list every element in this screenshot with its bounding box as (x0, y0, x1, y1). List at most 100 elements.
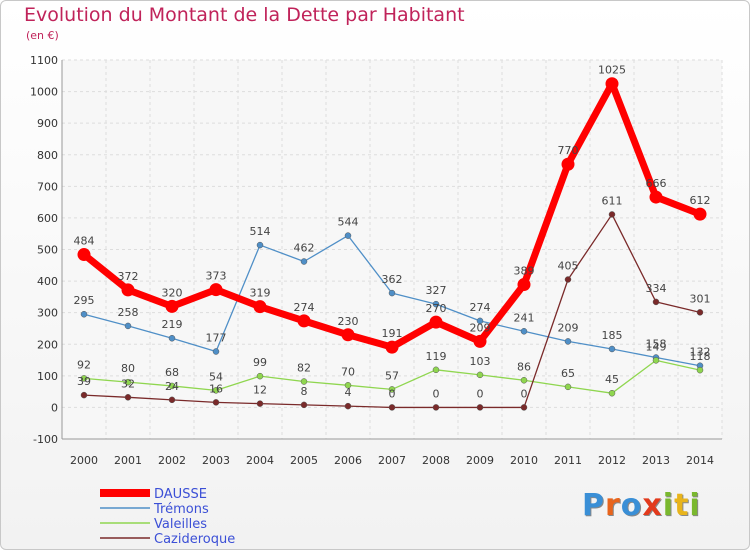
data-label: 149 (646, 340, 667, 353)
logo-letter: t (674, 488, 690, 523)
x-tick-label: 2014 (686, 454, 714, 467)
data-label: 372 (118, 270, 139, 283)
data-label: 373 (206, 270, 227, 283)
data-point (168, 334, 176, 342)
y-tick-label: 800 (37, 149, 58, 162)
x-tick-label: 2003 (202, 454, 230, 467)
x-tick-label: 2013 (642, 454, 670, 467)
y-tick-label: 600 (37, 212, 58, 225)
data-point (432, 366, 440, 374)
data-label: 770 (558, 144, 579, 157)
legend-label: DAUSSE (154, 487, 207, 502)
data-point (652, 357, 660, 364)
data-point (300, 378, 308, 385)
data-point (212, 387, 220, 394)
data-point (344, 232, 352, 239)
y-tick-label: 0 (51, 401, 58, 414)
legend-label: Trémons (153, 502, 209, 517)
data-point (520, 328, 528, 335)
y-tick-label: 1100 (30, 54, 58, 67)
data-label: 666 (646, 177, 667, 190)
data-label: 612 (690, 194, 711, 207)
data-label: 327 (426, 284, 447, 297)
data-point (168, 382, 176, 390)
data-point (212, 348, 220, 355)
data-label: 319 (250, 287, 271, 300)
y-tick-label: 900 (37, 117, 58, 130)
y-tick-label: -100 (33, 433, 58, 446)
data-point (209, 283, 223, 297)
y-tick-label: 300 (37, 307, 58, 320)
data-label: 185 (602, 329, 623, 342)
data-label: 12 (253, 384, 267, 397)
data-point (520, 404, 528, 411)
logo-letter: x (642, 488, 663, 523)
x-tick-label: 2009 (466, 454, 494, 467)
data-label: 70 (341, 365, 355, 378)
logo-letter: P (582, 488, 605, 523)
data-point (253, 300, 267, 314)
x-tick-label: 2000 (70, 454, 98, 467)
data-label: 484 (74, 235, 95, 248)
data-point (476, 404, 484, 411)
proxiti-logo: Proxiti (582, 488, 701, 523)
data-label: 65 (561, 367, 575, 380)
legend-label: Valeilles (154, 517, 207, 532)
data-label: 45 (605, 373, 619, 386)
y-tick-label: 500 (37, 244, 58, 257)
data-label: 39 (77, 375, 91, 388)
data-point (341, 328, 355, 342)
data-label: 301 (690, 292, 711, 305)
data-point (564, 338, 572, 345)
data-label: 119 (426, 350, 447, 363)
data-label: 0 (389, 387, 396, 400)
data-label: 230 (338, 315, 359, 328)
data-point (564, 276, 572, 283)
data-label: 209 (470, 321, 491, 334)
y-tick-label: 1000 (30, 86, 58, 99)
data-point (432, 404, 440, 411)
data-point (168, 396, 176, 404)
data-point (300, 258, 308, 265)
data-label: 177 (206, 332, 227, 345)
chart-subtitle: (en €) (26, 29, 59, 42)
x-tick-label: 2006 (334, 454, 362, 467)
x-tick-label: 2001 (114, 454, 142, 467)
data-point (124, 322, 132, 330)
data-label: 219 (162, 318, 183, 331)
data-point (297, 314, 311, 328)
data-label: 68 (165, 366, 179, 379)
x-tick-label: 2012 (598, 454, 626, 467)
data-label: 32 (121, 377, 135, 390)
data-label: 270 (426, 302, 447, 315)
data-point (564, 383, 572, 391)
data-point (561, 157, 575, 171)
y-tick-label: 100 (37, 370, 58, 383)
data-point (77, 248, 91, 262)
data-label: 80 (121, 362, 135, 375)
data-label: 4 (345, 386, 352, 399)
data-point (121, 283, 135, 297)
data-label: 334 (646, 282, 667, 295)
data-label: 405 (558, 260, 579, 273)
data-label: 209 (558, 321, 579, 334)
data-point (473, 334, 487, 348)
data-label: 103 (470, 355, 491, 368)
data-label: 274 (470, 301, 491, 314)
data-label: 54 (209, 370, 223, 383)
data-label: 24 (165, 380, 179, 393)
y-tick-label: 200 (37, 338, 58, 351)
data-label: 362 (382, 273, 403, 286)
data-point (476, 317, 484, 325)
x-tick-label: 2004 (246, 454, 274, 467)
legend-label: Cazideroque (154, 532, 235, 547)
data-point (80, 391, 88, 399)
data-point (649, 190, 663, 204)
data-label: 0 (433, 387, 440, 400)
y-tick-label: 700 (37, 180, 58, 193)
data-label: 57 (385, 369, 399, 382)
data-label: 258 (118, 306, 139, 319)
data-point (165, 299, 179, 313)
data-label: 82 (297, 362, 311, 375)
data-label: 92 (77, 358, 91, 371)
